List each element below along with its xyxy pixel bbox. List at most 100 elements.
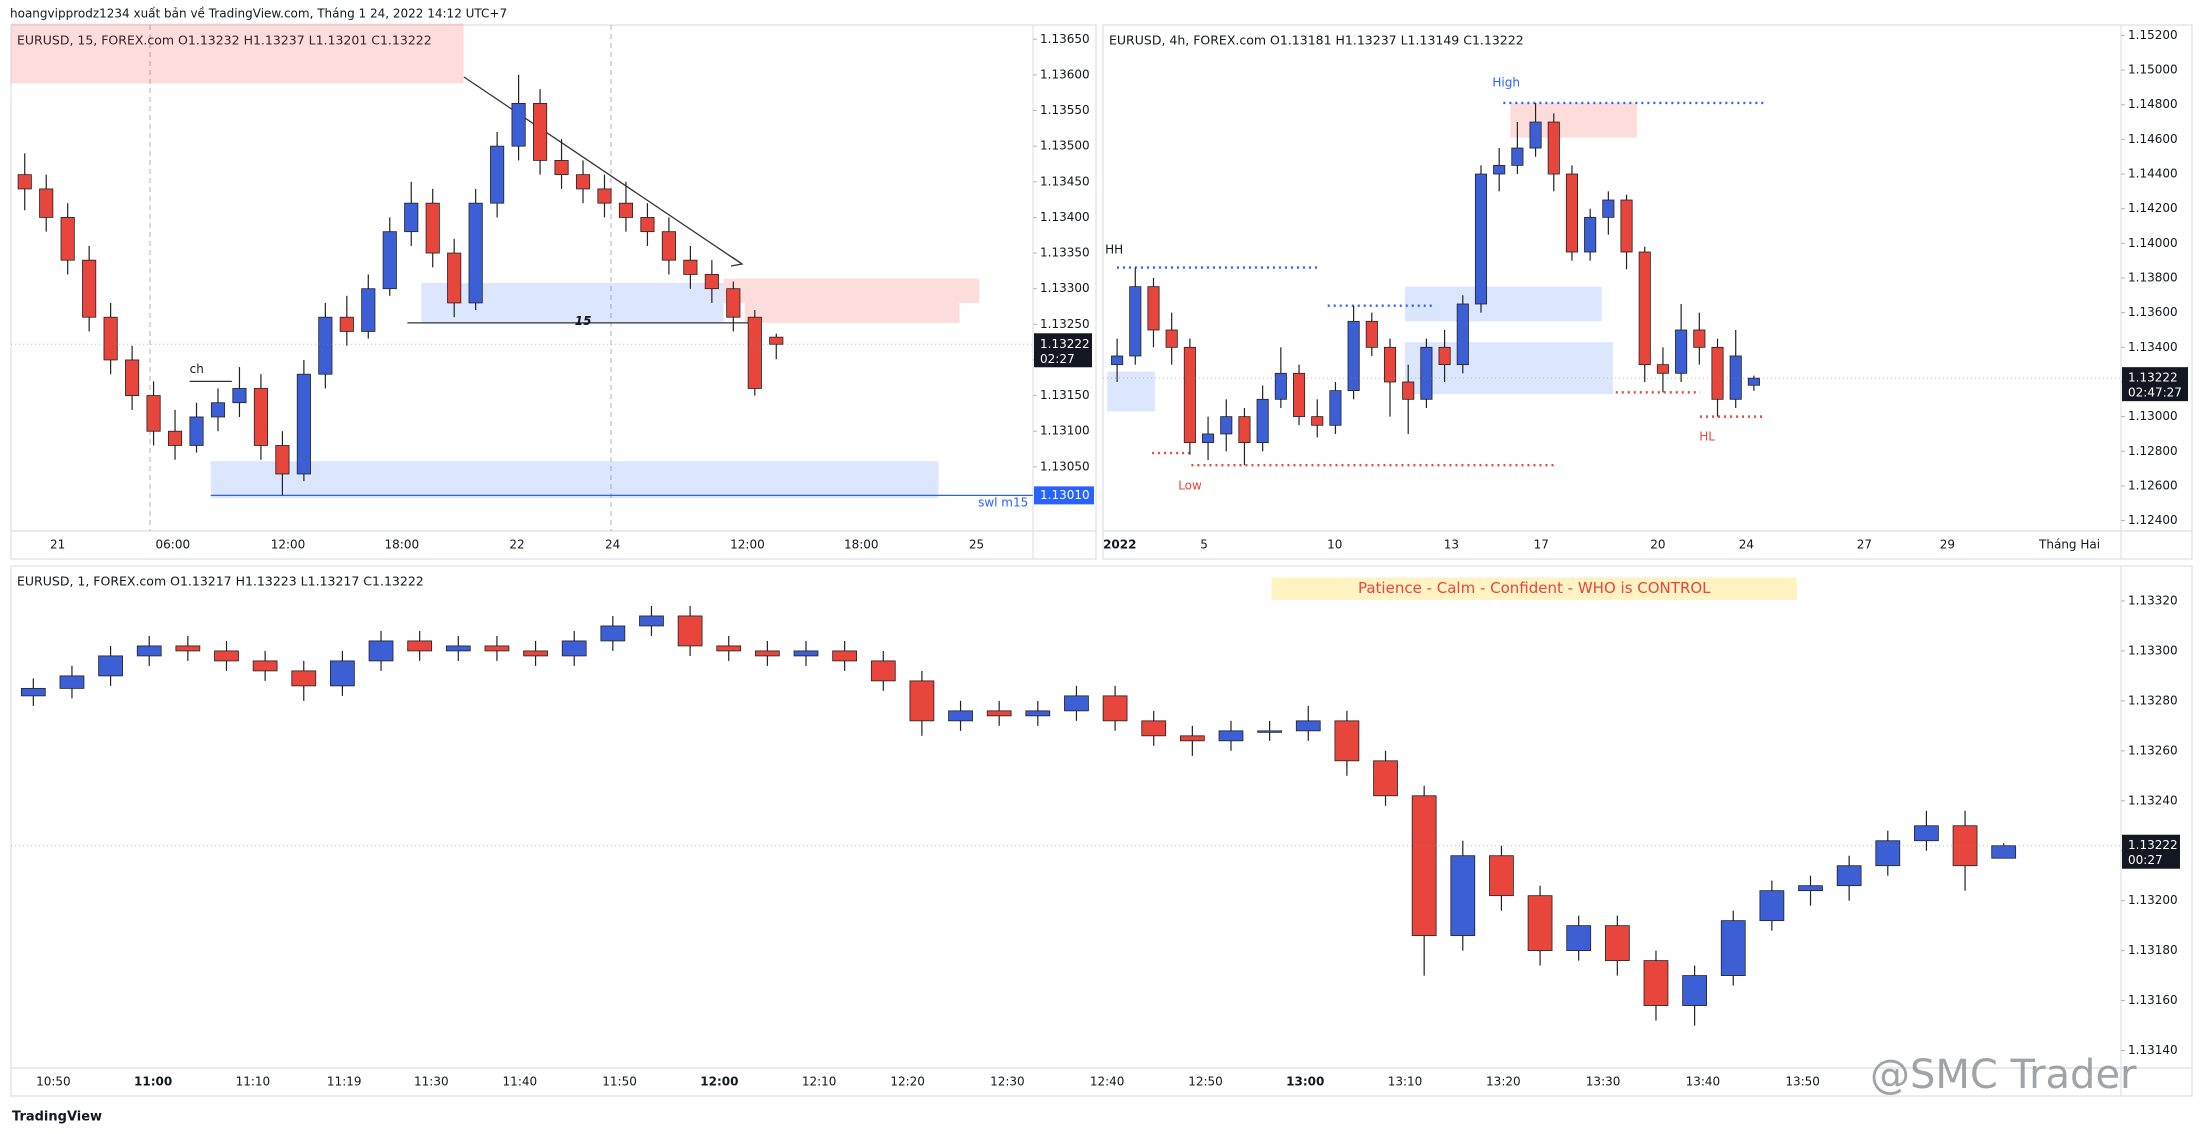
candle-body [600,625,626,642]
y-tick-label: 1.12800 [2128,444,2178,458]
x-tick-label: 10:50 [36,1075,71,1089]
x-tick-label: 11:30 [414,1075,449,1089]
candle-body [1334,720,1360,762]
candle-body [1991,845,2017,859]
price-label-box [2122,367,2188,402]
y-tick-label: 1.13400 [2128,340,2178,354]
y-tick-label: 1.14200 [2128,201,2178,215]
y-tick-label: 1.14600 [2128,132,2178,146]
y-tick-label: 1.13240 [2128,793,2178,807]
candle-body [60,217,75,261]
countdown: 02:27 [1040,352,1075,366]
candle-body [1111,355,1124,366]
candle-body [639,615,664,627]
candle-body [82,259,97,318]
candle-body [704,274,719,290]
x-tick-label: 13:10 [1388,1075,1423,1089]
y-tick-label: 1.13250 [1040,317,1090,331]
candle-body [1836,865,1862,887]
pane-15m [10,24,1097,560]
y-tick-label: 1.15000 [2128,63,2178,77]
candle-body [1064,695,1089,712]
candle-body [1493,164,1506,175]
candle-body [1411,795,1437,937]
annotation: ch [190,362,204,376]
x-tick-label: 5 [1200,538,1208,552]
y-tick-label: 1.13280 [2128,693,2178,707]
candle-body [232,388,247,404]
banner-bg [1271,577,1797,600]
candle-body [1383,346,1397,383]
candle-body [754,650,780,657]
candle-body [986,710,1012,717]
candle-body [1798,885,1823,892]
x-tick-label: 18:00 [385,538,420,552]
candle-body [1129,286,1142,357]
candle-body [575,174,591,190]
y-tick-label: 1.13600 [2128,305,2178,319]
candle-body [597,188,612,204]
y-tick-label: 1.14800 [2128,97,2178,111]
legend: EURUSD, 15, FOREX.com O1.13232 H1.13237 … [17,33,432,48]
zone [744,302,960,323]
candle-body [1747,377,1760,386]
pane-1m [10,565,2193,1097]
candle-body [484,645,510,652]
candle-body [252,660,278,672]
y-tick-label: 1.13160 [2128,993,2178,1007]
candle-body [1438,346,1451,366]
y-tick-label: 1.15200 [2128,28,2178,42]
price-label: 1.13222 [2128,371,2178,385]
candle-body [59,675,85,689]
countdown: 02:47:27 [2128,386,2182,400]
y-tick-label: 1.13300 [1040,281,1090,295]
candle-body [511,102,526,147]
candle-body [1914,825,1939,842]
candle-body [214,650,239,662]
x-tick-label: 12:00 [271,538,306,552]
candle-body [445,645,471,652]
candle-body [1711,346,1724,400]
x-tick-label: 12:30 [990,1075,1025,1089]
candle-body [361,288,376,332]
candle-body [136,645,162,657]
candle-body [253,388,268,446]
y-tick-label: 1.13100 [1040,424,1090,438]
candle-body [1141,720,1167,737]
candle-body [490,145,505,204]
candle-body [1474,173,1488,305]
x-tick-label: 20 [1650,538,1665,552]
candle-body [368,640,394,662]
candle-body [1274,372,1287,400]
candle-body [20,687,46,697]
y-tick-label: 1.13450 [1040,174,1090,188]
x-tick-label: 12:10 [802,1075,837,1089]
x-tick-label: 17 [1534,538,1549,552]
x-tick-label: 06:00 [156,538,191,552]
annotation: HH [1105,243,1123,257]
candle-body [561,640,587,657]
candle-body [291,670,317,687]
candle-body [1402,381,1415,400]
x-tick-label: 12:00 [730,538,765,552]
zone [210,461,939,499]
candle-body [339,316,354,332]
candle-body [618,202,634,218]
candle-body [793,650,819,657]
candle-body [275,445,290,475]
candle-body [146,395,161,432]
x-tick-label: 24 [1739,538,1754,552]
x-tick-label: 12:50 [1188,1075,1223,1089]
candle-body [1566,925,1592,952]
x-tick-label: 13:40 [1686,1075,1721,1089]
y-tick-label: 1.12400 [2128,513,2178,527]
zone [1107,371,1155,412]
candle-body [1102,695,1128,722]
candle-body [533,102,548,161]
candle-body [1720,920,1746,976]
candle-body [1218,730,1244,742]
candle-body [125,359,140,396]
candle-body [523,650,548,657]
y-tick-label: 1.13800 [2128,271,2178,285]
